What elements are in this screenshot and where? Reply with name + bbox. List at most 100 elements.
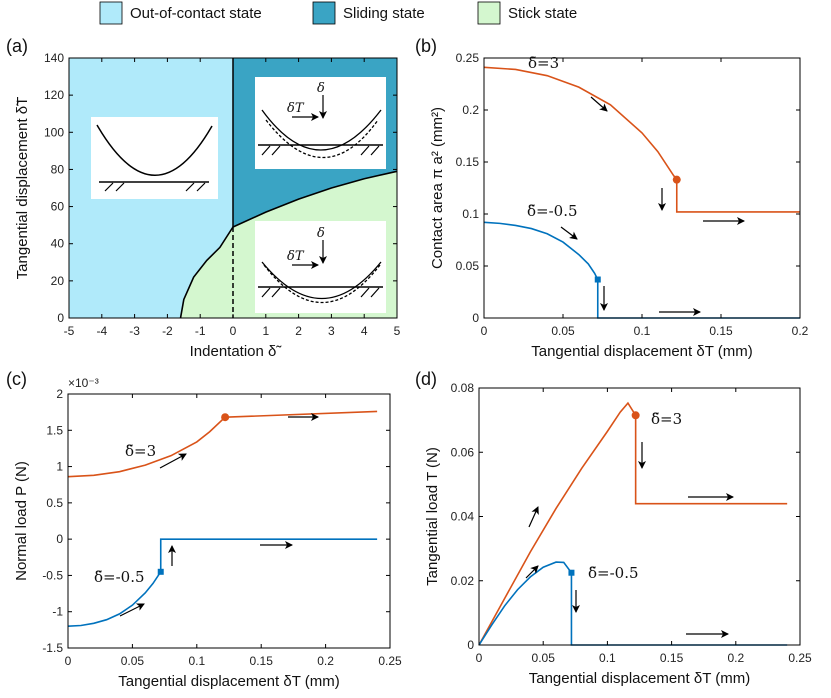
- c-ytick-label: 0.5: [46, 496, 63, 510]
- panel-d-direction-arrows: [525, 442, 734, 638]
- panel-b-label-delta-minus-0-5: δ̃=-0.5: [527, 202, 578, 220]
- d-xtick-label: 0.1: [599, 651, 616, 665]
- panel-label-c: (c): [6, 369, 27, 389]
- a-xtick-label: -4: [96, 324, 107, 338]
- b-ytick-label: 0.2: [462, 103, 479, 117]
- d-series-line-1: [478, 561, 788, 646]
- panel-a-ylabel: Tangential displacement δ̃T: [14, 97, 31, 280]
- inset-stick: δ δT: [255, 221, 386, 313]
- panel-c-label-delta-3: δ̃=3: [125, 442, 156, 460]
- panel-d-ticks: 0 0.05 0.1 0.15 0.2 0.25 0 0.02 0.04 0.06 0.08: [451, 381, 812, 665]
- c-xtick-label: 0.1: [188, 654, 205, 668]
- a-ytick-label: 40: [51, 237, 65, 251]
- d-ytick-label: 0.08: [451, 381, 475, 395]
- c-series-marker-0: [221, 413, 230, 422]
- a-ytick-label: 120: [44, 88, 64, 102]
- panel-b-series: [483, 66, 800, 319]
- d-series-line-0: [478, 401, 788, 646]
- c-xtick-label: 0: [65, 654, 72, 668]
- d-series-marker-0: [631, 411, 640, 420]
- panel-label-a: (a): [6, 36, 28, 56]
- inset-out-of-contact: [91, 117, 218, 199]
- panel-b-xlabel: Tangential displacement δT (mm): [531, 343, 753, 360]
- panel-c-ylabel: Normal load P (N): [13, 461, 30, 581]
- b-xtick-label: 0: [481, 324, 488, 338]
- a-xtick-label: -1: [195, 324, 206, 338]
- panel-b-frame: [483, 57, 801, 319]
- c-xtick-label: 0.25: [378, 654, 402, 668]
- b-series-line-0: [483, 66, 800, 213]
- a-ytick-label: 100: [44, 125, 64, 139]
- b-ytick-label: 0.15: [456, 155, 480, 169]
- c-ytick-label: 1: [56, 460, 63, 474]
- a-xtick-label: 1: [262, 324, 269, 338]
- panel-label-b: (b): [415, 36, 437, 56]
- phase-diagram-panel: δ δT δ δT -5 -4 -3 -2 -1 0 1 2 3 4 5 0 20 40 60 80 100 12…: [14, 51, 401, 360]
- a-xtick-label: -2: [162, 324, 173, 338]
- b-ytick-label: 0.05: [456, 259, 480, 273]
- c-xtick-label: 0.05: [121, 654, 145, 668]
- panel-d-series: [478, 401, 788, 646]
- b-xtick-label: 0.1: [634, 324, 651, 338]
- a-xtick-label: 2: [295, 324, 302, 338]
- a-ytick-label: 20: [51, 274, 65, 288]
- panel-c-label-delta-minus-0-5: δ̃=-0.5: [94, 568, 145, 586]
- a-ytick-label: 80: [51, 162, 65, 176]
- panel-c-series: [67, 410, 378, 628]
- panel-b-ticks: 0 0.05 0.1 0.15 0.2 0 0.05 0.1 0.15 0.2 0.25: [456, 51, 809, 338]
- panel-c-ticks: 0 0.05 0.1 0.15 0.2 0.25 -1.5 -1 -0.5 0 0.5 1 1.5 2: [42, 387, 402, 668]
- inset-sliding-deltaT-symbol: δT: [287, 101, 305, 116]
- legend-label-stick: Stick state: [508, 5, 577, 22]
- a-ytick-label: 60: [51, 200, 65, 214]
- inset-stick-delta-symbol: δ: [317, 226, 325, 241]
- c-ytick-label: 1.5: [46, 423, 63, 437]
- panel-c-frame: [67, 393, 391, 649]
- d-xtick-label: 0.05: [532, 651, 556, 665]
- legend-label-sliding: Sliding state: [343, 5, 425, 22]
- a-ytick-label: 140: [44, 51, 64, 65]
- b-series-marker-0: [672, 175, 681, 184]
- b-ytick-label: 0: [472, 311, 479, 325]
- inset-stick-deltaT-symbol: δT: [287, 249, 305, 264]
- c-ytick-label: -1: [52, 605, 63, 619]
- a-xtick-label: -3: [129, 324, 140, 338]
- panel-d-xlabel: Tangential displacement δT (mm): [529, 670, 751, 687]
- inset-sliding: δ δT: [255, 77, 386, 169]
- c-series-line-1: [67, 538, 378, 628]
- legend-label-out-of-contact: Out-of-contact state: [130, 5, 262, 22]
- legend: Out-of-contact state Sliding state Stick…: [99, 1, 577, 25]
- stick-slide-boundary-curve: [179, 170, 398, 319]
- panel-a-ticks: -5 -4 -3 -2 -1 0 1 2 3 4 5 0 20 40 60 80 100 120 140: [44, 51, 401, 338]
- d-ytick-label: 0: [467, 638, 474, 652]
- contact-area-panel: 0 0.05 0.1 0.15 0.2 0 0.05 0.1 0.15 0.2 0.25 Tange…: [429, 51, 809, 360]
- a-xtick-label: 0: [230, 324, 237, 338]
- panel-b-direction-arrows: [560, 96, 745, 316]
- c-ytick-label: -0.5: [42, 568, 63, 582]
- c-ytick-label: 0: [56, 532, 63, 546]
- panel-b-ylabel: Contact area π a² (mm²): [429, 107, 446, 269]
- c-ytick-label: 2: [56, 387, 63, 401]
- normal-load-panel: 0 0.05 0.1 0.15 0.2 0.25 -1.5 -1 -0.5 0 0.5 1 1.5 2 ×…: [13, 376, 402, 690]
- panel-d-frame: [478, 387, 801, 646]
- b-ytick-label: 0.1: [462, 207, 479, 221]
- panel-a-xlabel: Indentation δ̃: [190, 343, 283, 360]
- c-series-line-0: [67, 410, 378, 478]
- tangential-load-panel: 0 0.05 0.1 0.15 0.2 0.25 0 0.02 0.04 0.06 0.08 Tan…: [424, 381, 812, 687]
- legend-swatch-stick: [477, 1, 501, 25]
- a-xtick-label: 3: [328, 324, 335, 338]
- panel-c-xlabel: Tangential displacement δT (mm): [118, 673, 340, 690]
- d-xtick-label: 0.2: [727, 651, 744, 665]
- b-series-marker-1: [594, 276, 601, 283]
- inset-sliding-delta-symbol: δ: [317, 81, 325, 96]
- c-xtick-label: 0.15: [250, 654, 274, 668]
- d-xtick-label: 0.25: [788, 651, 812, 665]
- b-xtick-label: 0.05: [551, 324, 575, 338]
- panel-c-multiplier: ×10⁻³: [68, 376, 99, 390]
- d-series-marker-1: [568, 569, 575, 576]
- a-xtick-label: 4: [361, 324, 368, 338]
- b-xtick-label: 0.15: [709, 324, 733, 338]
- d-ytick-label: 0.04: [451, 510, 475, 524]
- panel-d-label-delta-minus-0-5: δ̃=-0.5: [588, 564, 639, 582]
- a-xtick-label: 5: [394, 324, 401, 338]
